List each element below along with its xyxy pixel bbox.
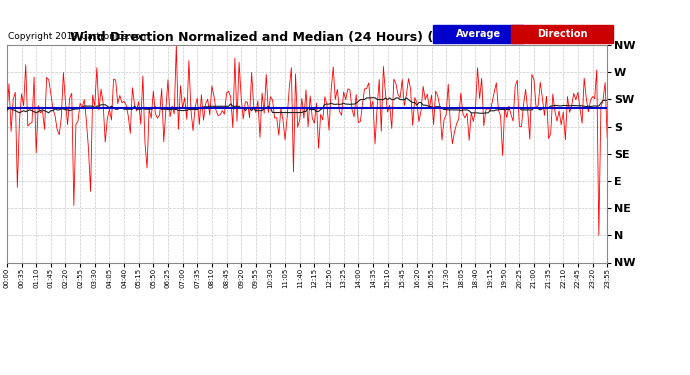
FancyBboxPatch shape [433,24,523,43]
Title: Wind Direction Normalized and Median (24 Hours) (New) 20190203: Wind Direction Normalized and Median (24… [70,31,544,44]
FancyBboxPatch shape [511,24,613,43]
Text: Direction: Direction [537,29,587,39]
Text: Copyright 2019 Cartronics.com: Copyright 2019 Cartronics.com [8,32,149,40]
Text: Average: Average [455,29,501,39]
